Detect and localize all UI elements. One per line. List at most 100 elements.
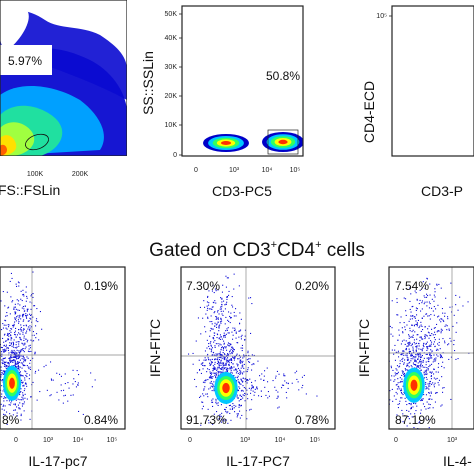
il17-a-event [18, 317, 20, 319]
il17-b-event [240, 362, 242, 364]
il4-event [416, 325, 418, 327]
il17-b-event [207, 368, 209, 370]
il17-b-event [241, 389, 243, 391]
il17-a-event [4, 305, 6, 307]
il17-a-event [10, 402, 12, 404]
il17-a-event [26, 295, 28, 297]
il17-b-event [235, 376, 237, 378]
il17-b-event [215, 400, 217, 402]
il4-event [438, 363, 440, 365]
il17-a-event [17, 303, 19, 305]
il17-a-event [26, 330, 28, 332]
il17-a-event [4, 397, 6, 399]
il17-a-event [10, 272, 12, 274]
il17-b-event [222, 352, 224, 354]
il4-event [406, 354, 408, 356]
il17-b-event [239, 417, 241, 419]
il4-event [417, 366, 419, 368]
il17-a-event [3, 365, 5, 367]
il4-event [428, 418, 430, 420]
il17-a-event [22, 329, 24, 331]
il4-event [418, 422, 420, 424]
il4-event [412, 362, 414, 364]
il4-event [444, 342, 446, 344]
il17-a-event [3, 349, 5, 351]
il17-b-event [234, 356, 236, 358]
il17-a-event [23, 364, 25, 366]
il4-event [410, 407, 412, 409]
il17-b-event [212, 384, 214, 386]
il4-event [436, 348, 438, 350]
il17-a-event [18, 343, 20, 345]
il17-a-event [25, 346, 27, 348]
il17-b-event [238, 354, 240, 356]
il17-a-event [24, 377, 26, 379]
il4-event [436, 354, 438, 356]
il17-b-event [214, 346, 216, 348]
il17-a-event [13, 365, 15, 367]
il17-a-event [45, 364, 47, 366]
il17-a-event [10, 334, 12, 336]
il17-b-event [216, 337, 218, 339]
il4-event [403, 373, 405, 375]
il17-a-event [1, 347, 3, 349]
il4-event [441, 404, 443, 406]
il17-a-event [22, 365, 24, 367]
il17-b-event [237, 375, 239, 377]
il17-a-event [12, 351, 14, 353]
il17-a-event [68, 387, 70, 389]
il17-a-event [1, 353, 3, 355]
il17-b-event [305, 393, 307, 395]
il4-event [424, 335, 426, 337]
il4-event [439, 348, 441, 350]
il4-event [419, 421, 421, 423]
il17-b-event [217, 311, 219, 313]
il17-a-event [14, 361, 16, 363]
il17-a-event [2, 360, 4, 362]
il17-a-event [11, 301, 13, 303]
il17-a-event [3, 345, 5, 347]
il17-b-event [224, 346, 226, 348]
il17-a-event [77, 384, 79, 386]
il17-a-event [8, 352, 10, 354]
il17-b-event [232, 338, 234, 340]
il17-b-event [210, 344, 212, 346]
il17-b-event [232, 357, 234, 359]
il17-b-event [316, 395, 318, 397]
il4-event [426, 401, 428, 403]
il17-b-event [240, 399, 242, 401]
il17-b-event [272, 380, 274, 382]
il4-xtick-1: 10³ [447, 437, 458, 444]
il17-a-event [77, 382, 79, 384]
il17-b-event [217, 359, 219, 361]
il17-b-event [235, 331, 237, 333]
il17-b-event [210, 376, 212, 378]
il17-a-event [13, 403, 15, 405]
il4-event [415, 346, 417, 348]
il4-event [434, 382, 436, 384]
il17-a-event [19, 399, 21, 401]
il17-a-event [19, 336, 21, 338]
il17-a-event [25, 324, 27, 326]
il4-event [421, 287, 423, 289]
il17-b-event [274, 386, 276, 388]
il17-b-event [218, 313, 220, 315]
il17-a-event [5, 340, 7, 342]
il4-event [440, 321, 442, 323]
il4-event [426, 357, 428, 359]
il4-event [425, 376, 427, 378]
il17-a-event [29, 313, 31, 315]
il17-b-event [227, 411, 229, 413]
il17-a-event [20, 362, 22, 364]
il17-a-event [18, 361, 20, 363]
il17-b-event [217, 368, 219, 370]
il17-a-event [2, 370, 4, 372]
il4-event [424, 334, 426, 336]
il17-b-event [224, 353, 226, 355]
il17-b-event [239, 360, 241, 362]
il17-b-event [230, 348, 232, 350]
il17-a-event [28, 351, 30, 353]
il17-a-event [52, 379, 54, 381]
il17-a-event [18, 366, 20, 368]
il17-b-event [203, 395, 205, 397]
